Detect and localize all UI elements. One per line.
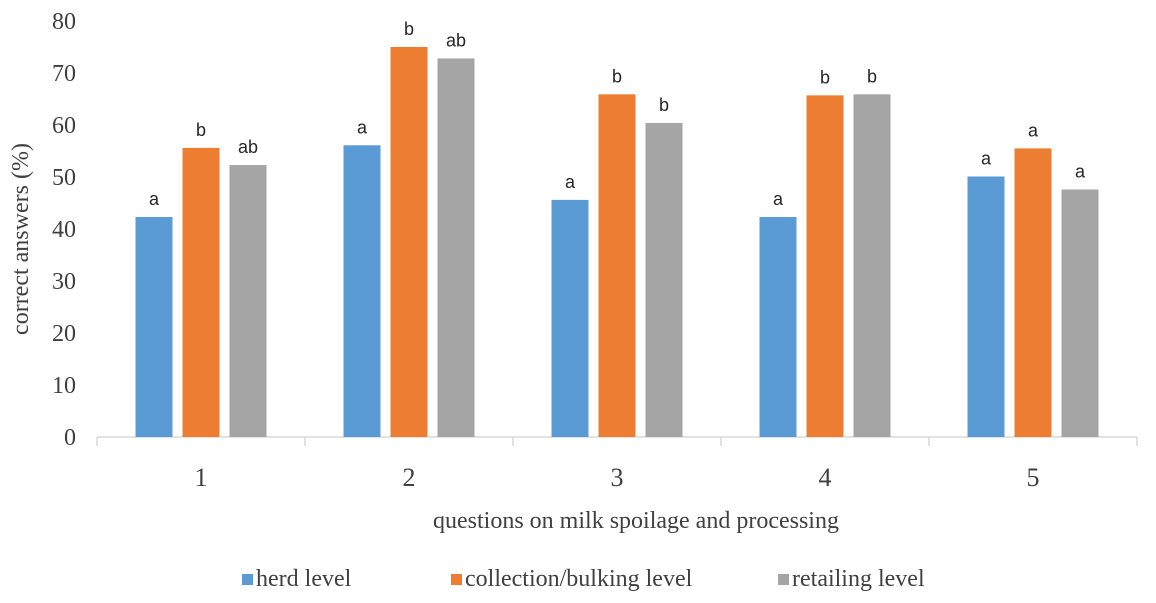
bar-retailing-q3 (645, 122, 683, 438)
y-axis-ticks: 0 10 20 30 40 50 60 70 80 (52, 9, 76, 451)
significance-label: b (659, 95, 669, 115)
x-axis-separators (96, 437, 1138, 446)
bar-retailing-q2 (437, 58, 475, 437)
x-axis-title: questions on milk spoilage and processin… (433, 508, 839, 534)
bar-collection-q3 (598, 94, 636, 437)
y-tick-label: 50 (52, 165, 76, 191)
y-tick-label: 30 (52, 269, 76, 295)
x-axis-ticks: 1 2 3 4 5 (195, 463, 1040, 492)
legend-label: collection/bulking level (465, 566, 693, 592)
y-tick-label: 0 (64, 425, 76, 451)
bar-herd-q1 (135, 217, 173, 437)
bar-retailing-q5 (1061, 189, 1099, 437)
significance-label: a (1028, 120, 1039, 140)
legend-label: retailing level (792, 566, 925, 592)
significance-label: b (196, 120, 206, 140)
bar-collection-q1 (182, 147, 220, 437)
bar-collection-q4 (806, 95, 844, 438)
bar-retailing-q1 (229, 165, 267, 438)
bar-collection-q2 (390, 47, 428, 437)
y-tick-label: 40 (52, 217, 76, 243)
significance-label: b (820, 67, 830, 87)
significance-label: a (981, 148, 992, 168)
x-tick-label: 5 (1027, 463, 1040, 492)
bar-herd-q4 (759, 217, 797, 437)
significance-label: b (612, 66, 622, 86)
y-tick-label: 10 (52, 373, 76, 399)
significance-label: b (404, 19, 414, 39)
significance-label: ab (238, 137, 258, 157)
y-tick-label: 70 (52, 61, 76, 87)
legend: herd level collection/bulking level retail… (242, 566, 925, 592)
significance-label: a (357, 117, 368, 137)
y-axis-title: correct answers (%) (8, 143, 34, 335)
significance-label: ab (446, 30, 466, 50)
x-tick-label: 2 (403, 463, 416, 492)
bar-collection-q5 (1014, 148, 1052, 437)
y-tick-label: 20 (52, 321, 76, 347)
x-tick-label: 3 (611, 463, 624, 492)
bars (135, 47, 1099, 438)
legend-swatch (451, 574, 462, 585)
significance-label: a (773, 189, 784, 209)
legend-swatch (778, 574, 789, 585)
y-tick-label: 80 (52, 9, 76, 35)
legend-label: herd level (256, 566, 352, 592)
bar-herd-q2 (343, 145, 381, 437)
bar-herd-q5 (967, 176, 1005, 438)
y-tick-label: 60 (52, 113, 76, 139)
bar-herd-q3 (551, 199, 589, 437)
bar-retailing-q4 (853, 94, 891, 437)
x-tick-label: 1 (195, 463, 208, 492)
significance-label: b (867, 66, 877, 86)
significance-label: a (1075, 161, 1086, 181)
significance-label: a (149, 189, 160, 209)
significance-label: a (565, 172, 576, 192)
x-tick-label: 4 (819, 463, 832, 492)
legend-swatch (242, 574, 253, 585)
